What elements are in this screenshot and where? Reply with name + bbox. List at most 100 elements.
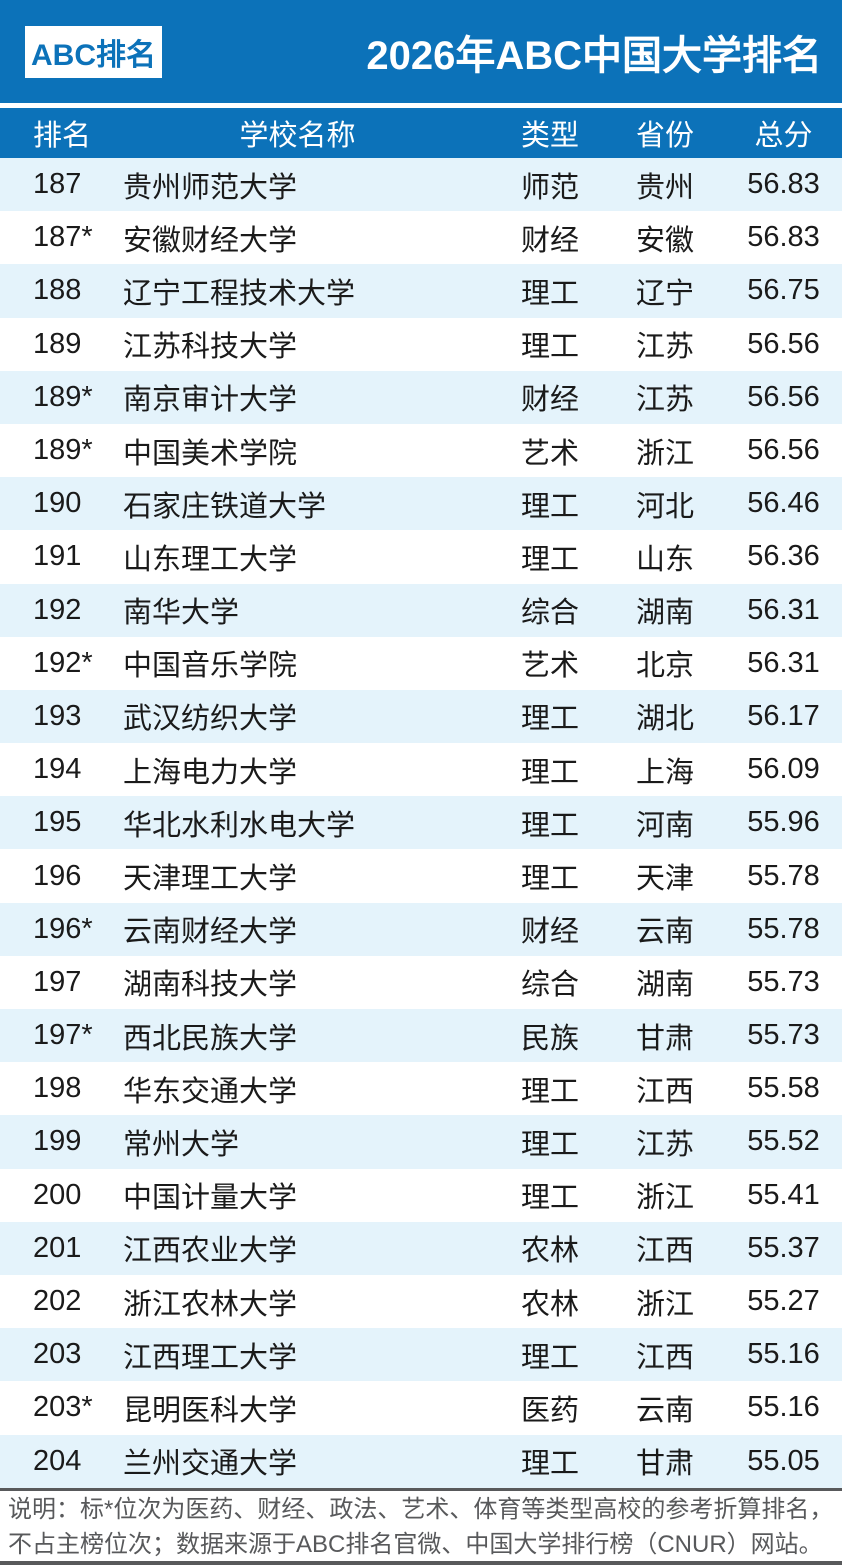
rank-cell: 190 bbox=[33, 487, 82, 520]
province-cell: 云南 bbox=[635, 916, 694, 949]
type-cell: 理工 bbox=[520, 863, 579, 896]
province-cell: 云南 bbox=[635, 1394, 694, 1427]
school-name-cell: 山东理工大学 bbox=[123, 543, 298, 576]
table-row: 201 江西农业大学 农林 江西 55.37 bbox=[0, 1221, 842, 1275]
table-row: 189* 南京审计大学 财经 江苏 56.56 bbox=[0, 370, 842, 424]
table-row: 191 山东理工大学 理工 山东 56.36 bbox=[0, 530, 842, 584]
abc-ranking-logo: ABC排名 bbox=[25, 25, 162, 78]
score-cell: 56.83 bbox=[747, 221, 820, 254]
table-row: 200 中国计量大学 理工 浙江 55.41 bbox=[0, 1168, 842, 1222]
school-name-cell: 华北水利水电大学 bbox=[123, 809, 356, 842]
type-cell: 理工 bbox=[520, 1128, 579, 1161]
type-cell: 理工 bbox=[520, 490, 579, 523]
province-cell: 北京 bbox=[635, 650, 694, 683]
table-row: 187 贵州师范大学 师范 贵州 56.83 bbox=[0, 158, 842, 212]
score-cell: 55.52 bbox=[747, 1125, 820, 1158]
province-cell: 江苏 bbox=[635, 384, 694, 417]
province-cell: 江西 bbox=[635, 1341, 694, 1374]
table-row: 203 江西理工大学 理工 江西 55.16 bbox=[0, 1328, 842, 1382]
score-cell: 56.83 bbox=[747, 168, 820, 201]
score-cell: 56.46 bbox=[747, 487, 820, 520]
column-header-province: 省份 bbox=[635, 120, 694, 152]
table-row: 188 辽宁工程技术大学 理工 辽宁 56.75 bbox=[0, 264, 842, 318]
school-name-cell: 辽宁工程技术大学 bbox=[123, 277, 356, 310]
school-name-cell: 华东交通大学 bbox=[123, 1075, 298, 1108]
rank-cell: 192 bbox=[33, 593, 82, 626]
province-cell: 甘肃 bbox=[635, 1022, 694, 1055]
score-cell: 56.56 bbox=[747, 380, 820, 413]
type-cell: 理工 bbox=[520, 1448, 579, 1481]
logo-text: ABC排名 bbox=[31, 38, 156, 72]
school-name-cell: 中国音乐学院 bbox=[123, 650, 298, 683]
score-cell: 56.56 bbox=[747, 327, 820, 360]
rank-cell: 188 bbox=[33, 274, 82, 307]
province-cell: 贵州 bbox=[635, 171, 694, 204]
rank-cell: 201 bbox=[33, 1231, 82, 1264]
table-row: 204 兰州交通大学 理工 甘肃 55.05 bbox=[0, 1434, 842, 1488]
score-cell: 55.27 bbox=[747, 1285, 820, 1318]
type-cell: 农林 bbox=[520, 1288, 579, 1321]
school-name-cell: 浙江农林大学 bbox=[123, 1288, 298, 1321]
school-name-cell: 常州大学 bbox=[123, 1128, 240, 1161]
rank-cell: 194 bbox=[33, 753, 82, 786]
school-name-cell: 中国美术学院 bbox=[123, 437, 298, 470]
score-cell: 56.36 bbox=[747, 540, 820, 573]
province-cell: 浙江 bbox=[635, 437, 694, 470]
column-header-name: 学校名称 bbox=[239, 120, 356, 152]
table-row: 203* 昆明医科大学 医药 云南 55.16 bbox=[0, 1381, 842, 1435]
table-row: 189 江苏科技大学 理工 江苏 56.56 bbox=[0, 317, 842, 371]
table-row: 202 浙江农林大学 农林 浙江 55.27 bbox=[0, 1274, 842, 1329]
rank-cell: 189* bbox=[33, 380, 93, 413]
score-cell: 56.09 bbox=[747, 753, 820, 786]
type-cell: 理工 bbox=[520, 1182, 579, 1215]
table-row: 193 武汉纺织大学 理工 湖北 56.17 bbox=[0, 689, 842, 744]
rank-cell: 187* bbox=[33, 221, 93, 254]
type-cell: 理工 bbox=[520, 1075, 579, 1108]
rank-cell: 189 bbox=[33, 327, 82, 360]
table-row: 197 湖南科技大学 综合 湖南 55.73 bbox=[0, 955, 842, 1009]
table-body: 187 贵州师范大学 师范 贵州 56.83 187* 安徽财经大学 财经 安徽… bbox=[0, 158, 842, 1488]
score-cell: 55.05 bbox=[747, 1444, 820, 1477]
score-cell: 55.58 bbox=[747, 1072, 820, 1105]
school-name-cell: 贵州师范大学 bbox=[123, 171, 298, 204]
score-cell: 55.78 bbox=[747, 912, 820, 945]
school-name-cell: 石家庄铁道大学 bbox=[123, 490, 327, 523]
rank-cell: 202 bbox=[33, 1285, 82, 1318]
type-cell: 理工 bbox=[520, 1341, 579, 1374]
table-row: 192 南华大学 综合 湖南 56.31 bbox=[0, 583, 842, 637]
type-cell: 理工 bbox=[520, 331, 579, 364]
school-name-cell: 天津理工大学 bbox=[123, 863, 298, 896]
province-cell: 上海 bbox=[635, 756, 694, 789]
type-cell: 理工 bbox=[520, 277, 579, 310]
header-divider bbox=[0, 103, 842, 108]
table-row: 195 华北水利水电大学 理工 河南 55.96 bbox=[0, 796, 842, 850]
type-cell: 民族 bbox=[520, 1022, 579, 1055]
rank-cell: 193 bbox=[33, 699, 82, 732]
score-cell: 55.96 bbox=[747, 806, 820, 839]
type-cell: 艺术 bbox=[520, 650, 579, 683]
school-name-cell: 西北民族大学 bbox=[123, 1022, 298, 1055]
rank-cell: 187 bbox=[33, 168, 82, 201]
type-cell: 理工 bbox=[520, 543, 579, 576]
school-name-cell: 江苏科技大学 bbox=[123, 331, 298, 364]
school-name-cell: 南京审计大学 bbox=[123, 384, 298, 417]
table-row: 192* 中国音乐学院 艺术 北京 56.31 bbox=[0, 636, 842, 690]
rank-cell: 192* bbox=[33, 646, 93, 679]
column-header-score: 总分 bbox=[754, 120, 813, 152]
type-cell: 财经 bbox=[520, 916, 579, 949]
school-name-cell: 湖南科技大学 bbox=[123, 969, 298, 1002]
type-cell: 农林 bbox=[520, 1235, 579, 1268]
column-header-rank: 排名 bbox=[33, 120, 92, 152]
type-cell: 综合 bbox=[520, 969, 579, 1002]
province-cell: 河南 bbox=[635, 809, 694, 842]
score-cell: 56.31 bbox=[747, 593, 820, 626]
table-row: 198 华东交通大学 理工 江西 55.58 bbox=[0, 1062, 842, 1116]
type-cell: 理工 bbox=[520, 809, 579, 842]
page-title: 2026年ABC中国大学排名 bbox=[366, 33, 822, 78]
rank-cell: 197* bbox=[33, 1019, 93, 1052]
rank-cell: 203* bbox=[33, 1391, 93, 1424]
type-cell: 艺术 bbox=[520, 437, 579, 470]
table-row: 197* 西北民族大学 民族 甘肃 55.73 bbox=[0, 1009, 842, 1063]
score-cell: 56.56 bbox=[747, 434, 820, 467]
province-cell: 天津 bbox=[635, 863, 694, 896]
